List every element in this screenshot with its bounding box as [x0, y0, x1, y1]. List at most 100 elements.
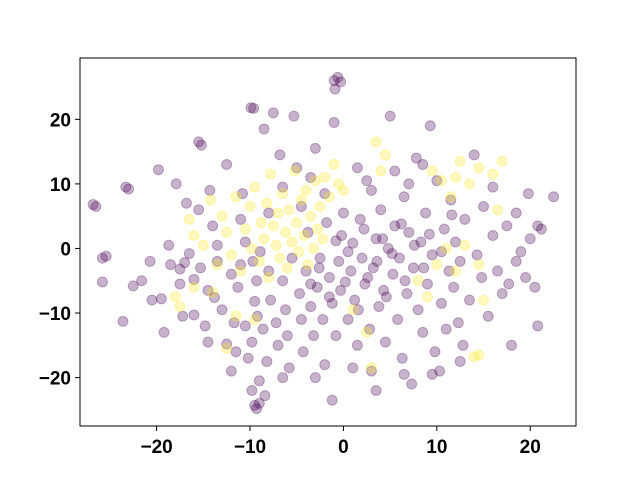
data-point [367, 262, 379, 274]
data-point [548, 191, 560, 203]
data-point [225, 249, 237, 261]
data-point [87, 199, 99, 211]
data-point [242, 352, 254, 364]
data-point [501, 220, 513, 232]
data-point [524, 233, 536, 245]
data-point [237, 188, 249, 200]
data-point [418, 262, 430, 274]
data-point [202, 284, 214, 296]
data-point [265, 294, 277, 306]
data-point [395, 218, 407, 230]
data-point [246, 336, 258, 348]
data-point [286, 236, 298, 248]
data-point [295, 200, 307, 212]
data-point [352, 304, 364, 316]
data-point [336, 230, 348, 242]
data-point [258, 123, 270, 135]
x-tick-label: 10 [426, 437, 447, 458]
data-point [440, 242, 452, 254]
data-point [230, 191, 242, 203]
data-point [254, 246, 266, 258]
data-point [379, 149, 391, 161]
data-point [380, 291, 392, 303]
data-point [225, 268, 237, 280]
data-point [319, 188, 331, 200]
data-point [169, 291, 181, 303]
data-point [123, 183, 135, 195]
data-point [289, 165, 301, 177]
x-tick-label: −20 [140, 437, 172, 458]
data-point [347, 304, 359, 316]
data-point [235, 265, 247, 277]
data-point [431, 175, 443, 187]
data-point [244, 200, 256, 212]
data-point [478, 294, 490, 306]
data-point [515, 246, 527, 258]
data-point [120, 181, 132, 193]
data-point [96, 276, 108, 288]
data-point [532, 320, 544, 332]
data-point [230, 310, 242, 322]
data-point [459, 213, 471, 225]
data-point [251, 403, 263, 415]
data-point [267, 107, 279, 119]
data-point [417, 159, 429, 171]
data-point [438, 223, 450, 235]
data-point [204, 184, 216, 196]
data-point [406, 378, 418, 390]
data-point [426, 368, 438, 380]
data-point [378, 284, 390, 296]
data-point [347, 237, 359, 249]
data-point [302, 259, 314, 271]
data-point [335, 284, 347, 296]
data-point [359, 278, 371, 290]
data-point [249, 295, 261, 307]
data-point [188, 309, 200, 321]
data-point [468, 351, 480, 363]
data-point [459, 239, 471, 251]
data-point [174, 278, 186, 290]
data-point [421, 291, 433, 303]
data-point [448, 281, 460, 293]
data-point [286, 252, 298, 264]
data-point [291, 217, 303, 229]
data-point [520, 272, 532, 284]
data-point [117, 315, 129, 327]
data-point [228, 317, 240, 329]
data-point [96, 252, 108, 264]
data-point [328, 159, 340, 171]
data-point [308, 242, 320, 254]
data-point [100, 250, 112, 262]
data-point [339, 276, 351, 288]
data-point [311, 281, 323, 293]
data-point [221, 159, 233, 171]
data-point [277, 188, 289, 200]
data-point [420, 207, 432, 219]
data-point [337, 184, 349, 196]
data-point [492, 265, 504, 277]
data-point [295, 313, 307, 325]
data-point [314, 252, 326, 264]
data-point [251, 310, 263, 322]
data-point [387, 268, 399, 280]
data-point [434, 365, 446, 377]
data-point [450, 265, 461, 277]
data-point [308, 330, 320, 342]
data-point [452, 317, 464, 329]
data-point [399, 275, 411, 287]
data-point [407, 262, 419, 274]
data-point [426, 165, 438, 177]
data-point [239, 223, 251, 235]
data-point [351, 162, 363, 174]
data-point [332, 71, 344, 83]
data-point [379, 336, 391, 348]
data-point [193, 136, 205, 148]
data-point [249, 181, 261, 193]
data-point [446, 209, 458, 221]
data-point [211, 255, 223, 267]
data-point [270, 239, 282, 251]
data-point [401, 288, 413, 300]
data-point [249, 313, 261, 325]
data-point [389, 165, 401, 177]
